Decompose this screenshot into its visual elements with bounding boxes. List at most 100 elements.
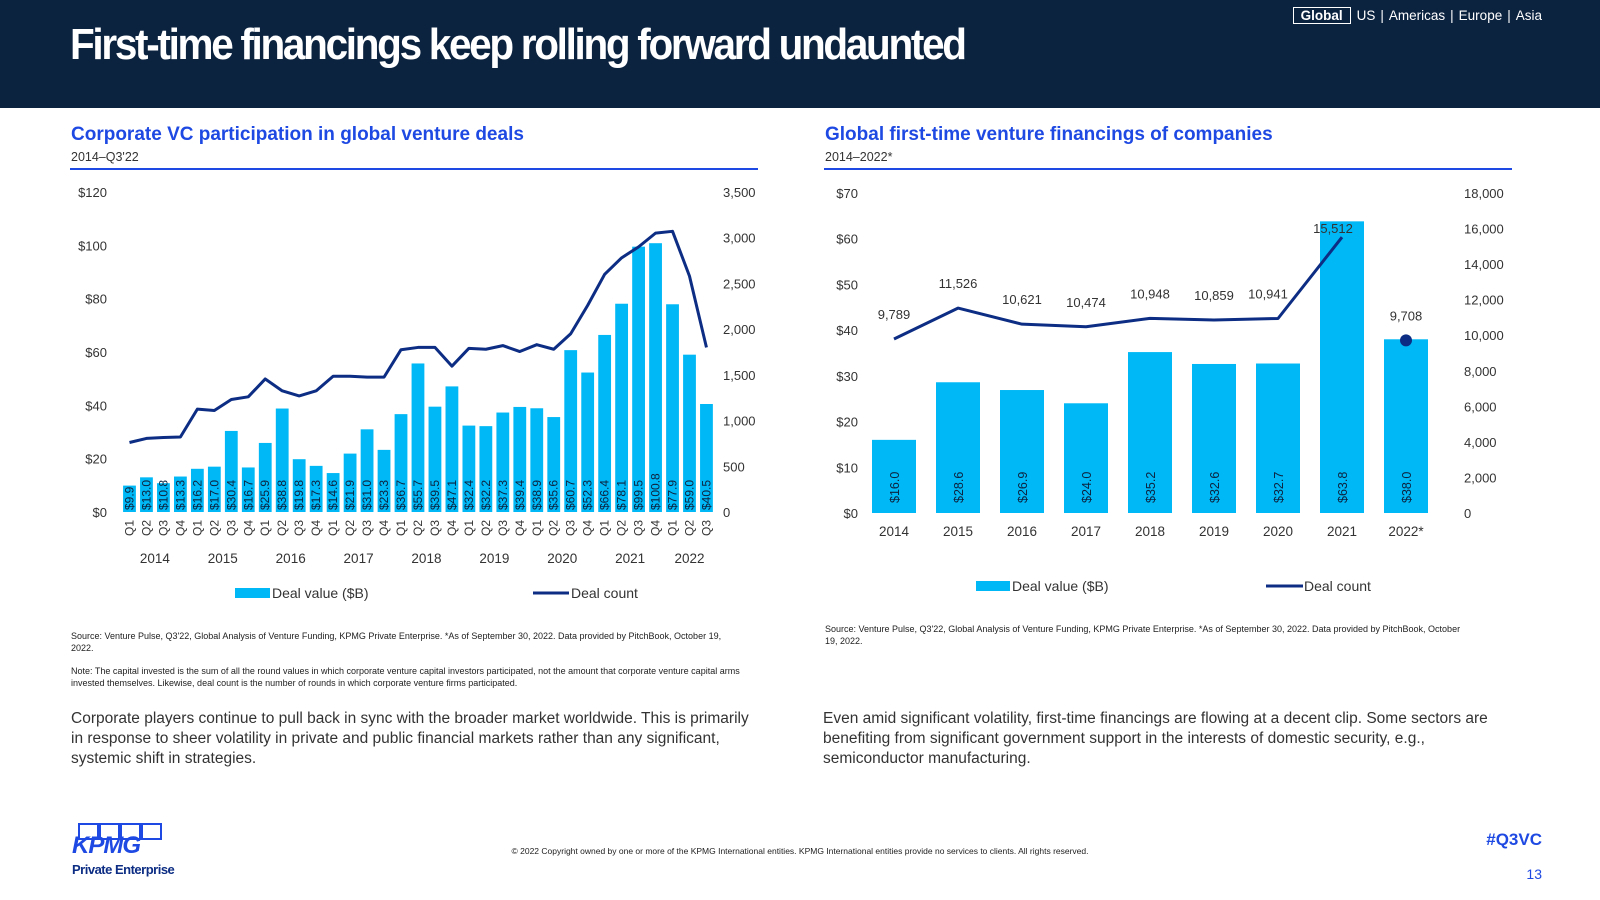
quarter-tick-label: Q4 xyxy=(309,520,323,536)
bar-value-label: $38.9 xyxy=(530,480,544,510)
bar-value-label: $13.3 xyxy=(173,480,187,510)
quarter-tick-label: Q1 xyxy=(258,520,272,536)
deal-value-bar xyxy=(683,354,696,512)
right-axis-tick: 10,000 xyxy=(1464,328,1504,343)
deal-value-bar xyxy=(1064,403,1108,513)
left-axis-tick: $30 xyxy=(836,369,858,384)
quarter-tick-label: Q3 xyxy=(360,520,374,536)
region-tab-asia[interactable]: Asia xyxy=(1515,8,1542,23)
left-axis-tick: $50 xyxy=(836,277,858,292)
quarter-tick-label: Q1 xyxy=(462,520,476,536)
right-axis-tick: 2,000 xyxy=(1464,470,1497,485)
bar-value-label: $26.9 xyxy=(1016,472,1030,503)
right-source: Source: Venture Pulse, Q3'22, Global Ana… xyxy=(825,624,1461,646)
region-tab-global[interactable]: Global xyxy=(1292,7,1351,24)
quarter-tick-label: Q4 xyxy=(173,520,187,536)
quarter-tick-label: Q1 xyxy=(122,520,136,536)
bar-value-label: $32.6 xyxy=(1208,472,1222,503)
right-axis-tick: 4,000 xyxy=(1464,435,1497,450)
bar-value-label: $100.8 xyxy=(649,473,663,510)
bar-value-label: $9.9 xyxy=(122,486,136,510)
left-source: Source: Venture Pulse, Q3'22, Global Ana… xyxy=(71,631,722,653)
bar-value-label: $99.5 xyxy=(632,480,646,510)
page-title: First-time financings keep rolling forwa… xyxy=(70,20,967,69)
quarter-tick-label: Q1 xyxy=(326,520,340,536)
year-label: 2019 xyxy=(479,551,509,566)
quarter-tick-label: Q2 xyxy=(343,520,357,536)
quarter-tick-label: Q3 xyxy=(156,520,170,536)
legend-deal-value: Deal value ($B) xyxy=(1012,578,1109,594)
right-axis-tick: 3,000 xyxy=(723,231,756,246)
kpmg-logo-boxes-icon: KPMG xyxy=(72,823,162,859)
quarter-tick-label: Q2 xyxy=(682,520,696,536)
deal-value-bar xyxy=(275,408,289,512)
bar-value-label: $16.2 xyxy=(190,480,204,510)
left-axis-tick: $0 xyxy=(93,505,107,520)
region-tab-europe[interactable]: Europe xyxy=(1458,8,1503,23)
year-label: 2022 xyxy=(674,551,704,566)
quarter-tick-label: Q3 xyxy=(632,520,646,536)
right-chart: $0 $10 $20 $30 $40 $50 $60 $70 0 2,000 4,000 6,000 8… xyxy=(836,186,1504,594)
bar-value-label: $23.3 xyxy=(377,480,391,510)
deal-value-bar xyxy=(377,449,391,512)
year-label: 2018 xyxy=(411,551,441,566)
deal-value-bar xyxy=(173,476,187,512)
deal-value-bar xyxy=(224,430,238,512)
deal-count-line xyxy=(893,236,1344,341)
left-chart: $0 $20 $40 $60 $80 $100 $120 0 500 1,000 1,500 2,00… xyxy=(78,185,756,601)
year-tick-label: 2019 xyxy=(1199,524,1229,539)
region-separator: | xyxy=(1380,8,1384,23)
deal-value-bar xyxy=(530,408,544,512)
deal-count-2022-point xyxy=(1400,334,1412,347)
bar-value-label: $36.7 xyxy=(394,480,408,510)
left-axis-tick: $10 xyxy=(836,460,858,475)
right-axis-tick: 2,500 xyxy=(723,276,756,291)
year-tick-label: 2014 xyxy=(879,524,910,539)
quarter-tick-label: Q2 xyxy=(547,520,561,536)
quarter-tick-label: Q3 xyxy=(428,520,442,536)
left-commentary: Corporate players continue to pull back … xyxy=(71,710,749,767)
deal-count-label: 15,512 xyxy=(1313,221,1353,236)
deal-value-bar xyxy=(207,466,221,512)
quarter-tick-label: Q3 xyxy=(699,520,713,536)
deal-value-bar xyxy=(479,426,493,512)
quarter-tick-label: Q1 xyxy=(394,520,408,536)
left-note: Note: The capital invested is the sum of… xyxy=(71,666,740,688)
deal-value-bar xyxy=(1000,390,1044,513)
deal-value-bar xyxy=(496,412,510,512)
deal-value-bar xyxy=(462,425,476,512)
deal-value-bar xyxy=(326,473,340,512)
deal-count-label: 9,789 xyxy=(878,307,911,322)
deal-value-bar xyxy=(581,372,595,512)
hashtag: #Q3VC xyxy=(1486,830,1542,849)
deal-value-bar xyxy=(394,414,408,512)
region-tab-us[interactable]: US xyxy=(1356,8,1376,23)
right-axis-tick: 6,000 xyxy=(1464,399,1497,414)
bar-value-label: $47.1 xyxy=(445,480,459,510)
left-chart-subtitle: 2014–Q3'22 xyxy=(71,150,139,164)
right-axis-tick: 0 xyxy=(723,505,730,520)
kpmg-logo: KPMG Private Enterprise xyxy=(72,823,182,877)
quarter-tick-label: Q2 xyxy=(207,520,221,536)
bar-value-label: $52.3 xyxy=(581,480,595,510)
year-label: 2016 xyxy=(276,551,306,566)
right-axis-tick: 0 xyxy=(1464,506,1471,521)
right-chart-subtitle: 2014–2022* xyxy=(825,150,893,164)
deal-value-bar xyxy=(513,406,527,512)
right-axis-tick: 14,000 xyxy=(1464,257,1504,272)
deal-value-bar xyxy=(700,404,713,512)
left-axis-tick: $60 xyxy=(85,345,107,360)
quarter-tick-label: Q1 xyxy=(530,520,544,536)
quarter-tick-label: Q1 xyxy=(666,520,680,536)
deal-value-bar xyxy=(343,453,357,512)
bar-value-label: $13.0 xyxy=(139,480,153,510)
year-label: 2017 xyxy=(344,551,374,566)
year-label: 2020 xyxy=(547,551,577,566)
year-tick-label: 2020 xyxy=(1263,524,1293,539)
left-axis-tick: $60 xyxy=(836,232,858,247)
deal-value-bar xyxy=(1256,363,1300,513)
page-number: 13 xyxy=(1526,866,1542,882)
year-tick-label: 2022* xyxy=(1388,524,1424,539)
region-tab-americas[interactable]: Americas xyxy=(1388,8,1446,23)
quarter-tick-label: Q4 xyxy=(649,520,663,536)
